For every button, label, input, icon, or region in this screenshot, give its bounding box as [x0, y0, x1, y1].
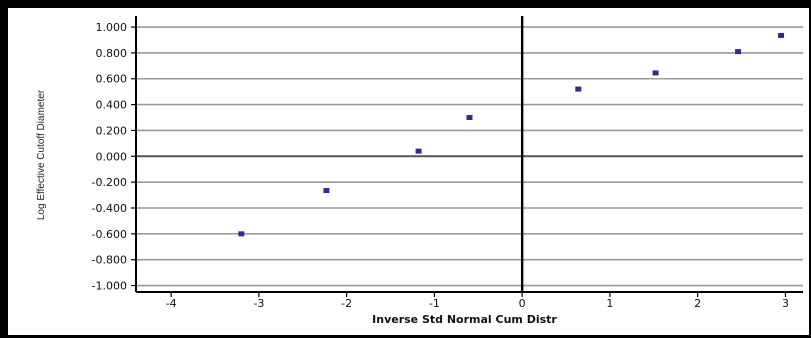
x-tick-label: -2	[341, 297, 352, 310]
data-point	[415, 148, 422, 154]
y-tick-label: -0.600	[92, 228, 127, 241]
y-axis-label: Log Effective Cutoff Diameter	[36, 89, 47, 220]
data-point	[466, 115, 473, 121]
y-tick-label: 0.600	[96, 73, 128, 86]
data-point	[575, 86, 582, 92]
y-tick-label: 1.000	[96, 21, 128, 34]
y-tick-label: -1.000	[92, 280, 127, 293]
y-tick-label: 0.400	[96, 99, 128, 112]
x-tick-label: 2	[694, 297, 701, 310]
x-tick-label: 0	[519, 297, 526, 310]
gridlines	[136, 26, 803, 287]
x-tick-label: -3	[253, 297, 264, 310]
data-point	[323, 188, 330, 194]
y-tick-label: 0.000	[96, 150, 128, 163]
x-tick-label: 1	[606, 297, 613, 310]
y-tick-label: -0.400	[92, 202, 127, 215]
data-point	[735, 49, 742, 55]
data-point	[778, 32, 785, 38]
y-tick-label: 0.200	[96, 124, 128, 137]
x-tick-label: -1	[429, 297, 440, 310]
data-points	[238, 32, 785, 237]
x-tick-label: 3	[782, 297, 789, 310]
y-tick-labels: 1.000 0.800 0.600 0.400 0.200 0.000 -0.200 -0.4…	[92, 21, 127, 292]
y-tick-label: 0.800	[96, 47, 128, 60]
data-point	[238, 231, 245, 237]
y-tick-label: -0.800	[92, 254, 127, 267]
x-tick-label: -4	[166, 297, 177, 310]
axes	[131, 16, 803, 297]
x-tick-labels: -4 -3 -2 -1 0 1 2 3	[166, 297, 789, 310]
data-point	[652, 70, 659, 76]
y-tick-label: -0.200	[92, 176, 127, 189]
x-axis-label: Inverse Std Normal Cum Distr	[372, 313, 557, 326]
